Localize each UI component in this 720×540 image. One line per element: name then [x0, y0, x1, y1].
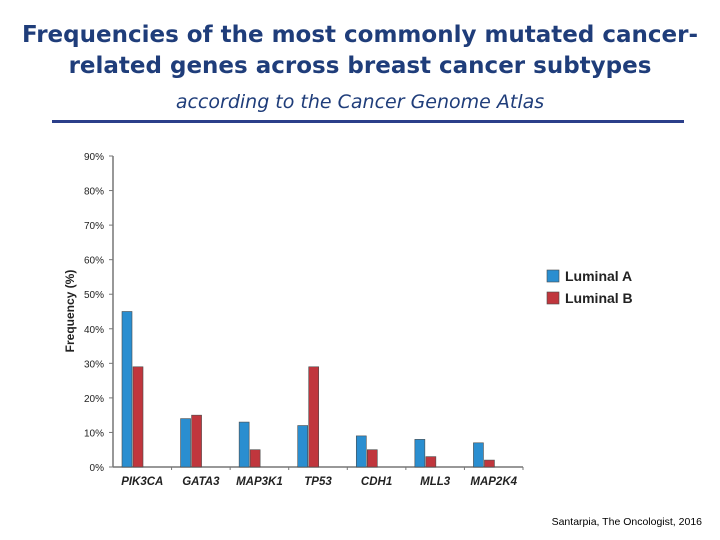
x-tick-label: CDH1 [361, 476, 392, 488]
y-tick-label: 80% [84, 187, 104, 198]
x-tick-label: TP53 [304, 476, 332, 488]
chart-subtitle: according to the Cancer Genome Atlas [175, 91, 545, 113]
y-tick-label: 40% [84, 325, 104, 336]
y-tick-label: 30% [84, 359, 104, 370]
bar-luminal-b [249, 449, 261, 468]
bar-luminal-a [121, 311, 133, 468]
title-line-1: Frequencies of the most commonly mutated… [21, 22, 699, 48]
title-divider [52, 120, 684, 123]
y-axis-label: Frequency (%) [63, 270, 77, 353]
bar-luminal-a [297, 425, 309, 468]
x-tick-label: PIK3CA [121, 476, 163, 488]
x-tick-label: MLL3 [420, 476, 451, 488]
bar-luminal-b [132, 366, 144, 468]
x-tick-label: MAP3K1 [236, 476, 283, 488]
chart-title: Frequencies of the most commonly mutated… [0, 20, 720, 82]
y-tick-label: 50% [84, 290, 104, 301]
bar-luminal-b [308, 366, 320, 468]
x-tick-label: GATA3 [182, 476, 220, 488]
bar-luminal-a [414, 439, 426, 468]
bar-luminal-b [366, 449, 378, 468]
legend-swatch-luminal-a [546, 269, 560, 283]
bar-luminal-a [180, 418, 191, 468]
y-tick-label: 20% [84, 394, 104, 405]
legend-swatch-luminal-b [546, 291, 560, 305]
y-tick-label: 60% [84, 256, 104, 267]
y-tick-label: 10% [84, 428, 104, 439]
y-tick-label: 70% [84, 221, 104, 232]
bar-luminal-b [425, 456, 437, 468]
bar-luminal-b [191, 414, 202, 468]
y-tick-label: 90% [84, 152, 104, 163]
bar-luminal-b [484, 459, 495, 468]
legend-label: Luminal A [565, 268, 632, 284]
title-line-2: related genes across breast cancer subty… [68, 53, 652, 79]
bar-luminal-a [238, 421, 250, 468]
legend-label: Luminal B [565, 290, 633, 306]
y-tick-label: 0% [90, 463, 105, 474]
bar-luminal-a [473, 442, 484, 468]
source-citation: Santarpia, The Oncologist, 2016 [551, 516, 702, 528]
x-tick-label: MAP2K4 [470, 476, 517, 488]
bar-luminal-a [355, 435, 367, 468]
